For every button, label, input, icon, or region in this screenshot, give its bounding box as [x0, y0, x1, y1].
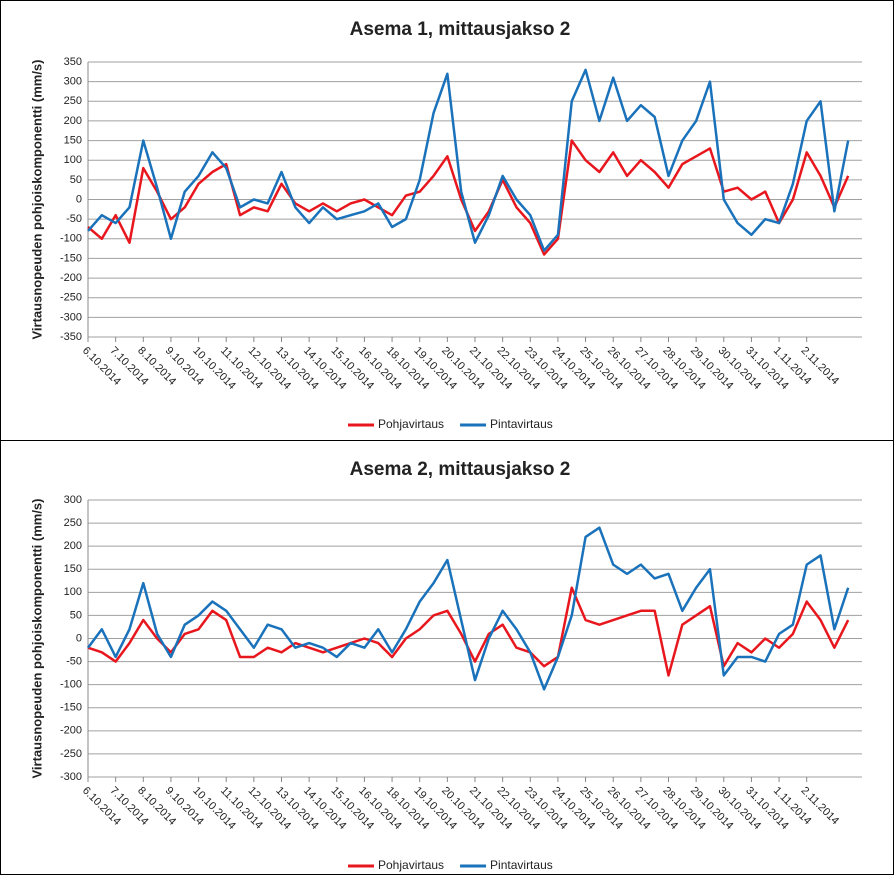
y-tick-label: 100	[64, 154, 82, 166]
y-axis-label: Virtausnopeuden pohjoiskomponentti (mm/s…	[29, 60, 44, 340]
y-tick-label: -200	[60, 272, 82, 284]
legend-label: Pintavirtaus	[490, 858, 553, 872]
legend-label: Pohjavirtaus	[378, 858, 444, 872]
y-tick-label: 250	[64, 517, 82, 529]
y-tick-label: -200	[60, 725, 82, 737]
y-tick-label: -250	[60, 292, 82, 304]
y-tick-label: 200	[64, 115, 82, 127]
y-tick-label: 350	[64, 56, 82, 68]
y-tick-label: -100	[60, 233, 82, 245]
chart-title: Asema 2, mittausjakso 2	[350, 459, 571, 480]
legend-label: Pintavirtaus	[490, 417, 553, 431]
y-tick-label: -150	[60, 702, 82, 714]
y-tick-label: 100	[64, 586, 82, 598]
y-tick-label: 0	[76, 193, 82, 205]
legend-label: Pohjavirtaus	[378, 417, 444, 431]
y-tick-label: -100	[60, 679, 82, 691]
y-tick-label: -300	[60, 311, 82, 323]
y-axis-label: Virtausnopeuden pohjoiskomponentti (mm/s…	[29, 499, 44, 779]
y-tick-label: 50	[70, 174, 82, 186]
y-tick-label: -250	[60, 748, 82, 760]
y-tick-label: -150	[60, 252, 82, 264]
data-line	[87, 68, 850, 252]
y-tick-label: 200	[64, 540, 82, 552]
y-tick-label: 0	[76, 632, 82, 644]
y-tick-label: -300	[60, 771, 82, 783]
y-tick-label: 300	[64, 494, 82, 506]
chart-title: Asema 1, mittausjakso 2	[350, 19, 571, 40]
y-tick-label: 150	[64, 563, 82, 575]
y-tick-label: -50	[66, 655, 82, 667]
y-tick-label: -50	[66, 213, 82, 225]
y-tick-label: 250	[64, 95, 82, 107]
data-line	[86, 526, 850, 691]
y-tick-label: -350	[60, 331, 82, 343]
y-tick-label: 300	[64, 76, 82, 88]
y-tick-label: 50	[70, 609, 82, 621]
y-tick-label: 150	[64, 134, 82, 146]
